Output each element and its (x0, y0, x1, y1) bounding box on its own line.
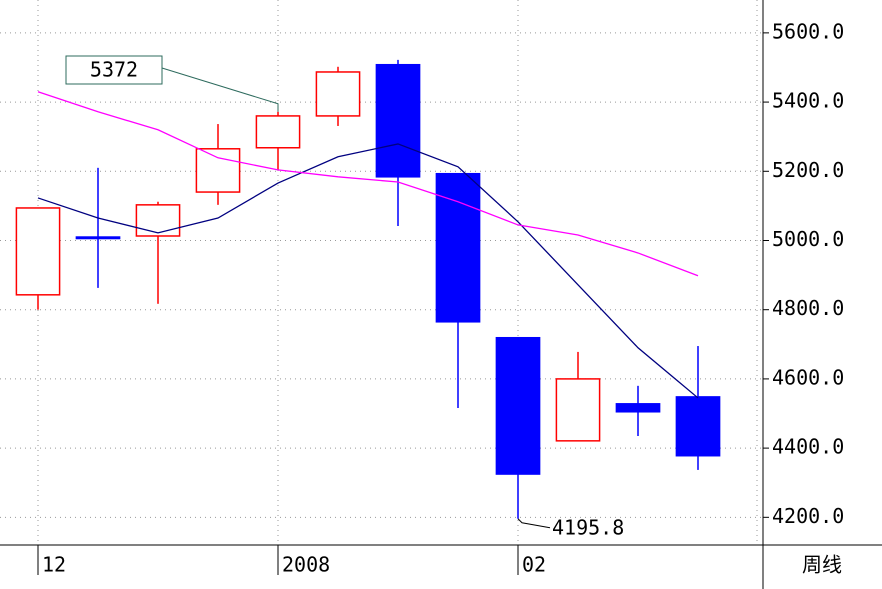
period-label: 周线 (802, 553, 842, 577)
annotation-box (65, 55, 163, 85)
candle-body (615, 403, 661, 413)
x-tick-label: 02 (522, 553, 546, 577)
y-tick-label: 4200.0 (772, 504, 844, 528)
candle-body (315, 71, 361, 117)
x-tick-label: 12 (42, 553, 66, 577)
candle-body (135, 204, 181, 237)
moving-average (37, 143, 699, 399)
y-tick-label: 5600.0 (772, 19, 844, 43)
y-tick-label: 4400.0 (772, 435, 844, 459)
candle-body (375, 63, 421, 178)
y-tick-label: 5200.0 (772, 158, 844, 182)
annotation-high: 5372 (90, 58, 138, 82)
candle-body (675, 396, 721, 457)
annotation-leader (161, 67, 279, 112)
candle-body (75, 236, 121, 240)
annotation-leader (517, 518, 551, 529)
moving-average (37, 91, 699, 277)
candle-body (555, 378, 601, 442)
y-tick-label: 4800.0 (772, 296, 844, 320)
candle-body (195, 148, 241, 193)
candle-body (15, 207, 61, 296)
y-tick-label: 5400.0 (772, 89, 844, 113)
candle-body (495, 336, 541, 475)
y-tick-label: 4600.0 (772, 365, 844, 389)
candle-body (435, 172, 481, 323)
x-tick-label: 2008 (282, 553, 330, 577)
y-tick-label: 5000.0 (772, 227, 844, 251)
candle-body (255, 115, 301, 149)
annotation-low: 4195.8 (552, 515, 624, 539)
